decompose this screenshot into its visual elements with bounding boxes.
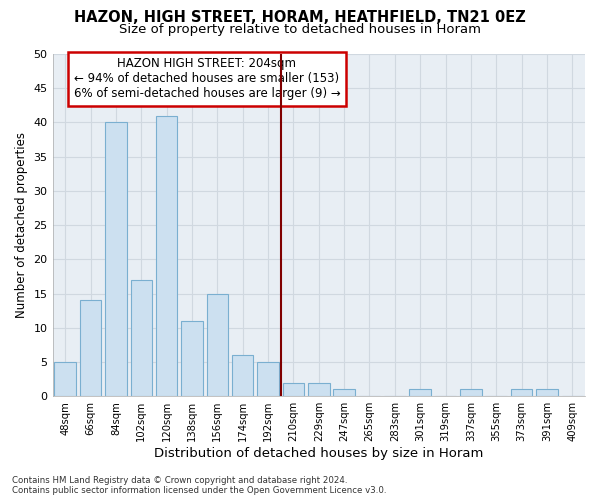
Bar bbox=[308, 382, 329, 396]
Bar bbox=[206, 294, 228, 396]
Text: Contains HM Land Registry data © Crown copyright and database right 2024.
Contai: Contains HM Land Registry data © Crown c… bbox=[12, 476, 386, 495]
Bar bbox=[156, 116, 178, 396]
Bar bbox=[80, 300, 101, 396]
X-axis label: Distribution of detached houses by size in Horam: Distribution of detached houses by size … bbox=[154, 447, 484, 460]
Bar bbox=[460, 390, 482, 396]
Bar bbox=[536, 390, 558, 396]
Text: Size of property relative to detached houses in Horam: Size of property relative to detached ho… bbox=[119, 22, 481, 36]
Bar bbox=[105, 122, 127, 396]
Bar bbox=[55, 362, 76, 396]
Bar bbox=[283, 382, 304, 396]
Bar bbox=[131, 280, 152, 396]
Bar bbox=[511, 390, 532, 396]
Bar bbox=[232, 355, 253, 396]
Bar bbox=[334, 390, 355, 396]
Text: HAZON, HIGH STREET, HORAM, HEATHFIELD, TN21 0EZ: HAZON, HIGH STREET, HORAM, HEATHFIELD, T… bbox=[74, 10, 526, 25]
Bar bbox=[257, 362, 279, 396]
Y-axis label: Number of detached properties: Number of detached properties bbox=[15, 132, 28, 318]
Text: HAZON HIGH STREET: 204sqm
← 94% of detached houses are smaller (153)
6% of semi-: HAZON HIGH STREET: 204sqm ← 94% of detac… bbox=[74, 58, 340, 100]
Bar bbox=[181, 321, 203, 396]
Bar bbox=[409, 390, 431, 396]
